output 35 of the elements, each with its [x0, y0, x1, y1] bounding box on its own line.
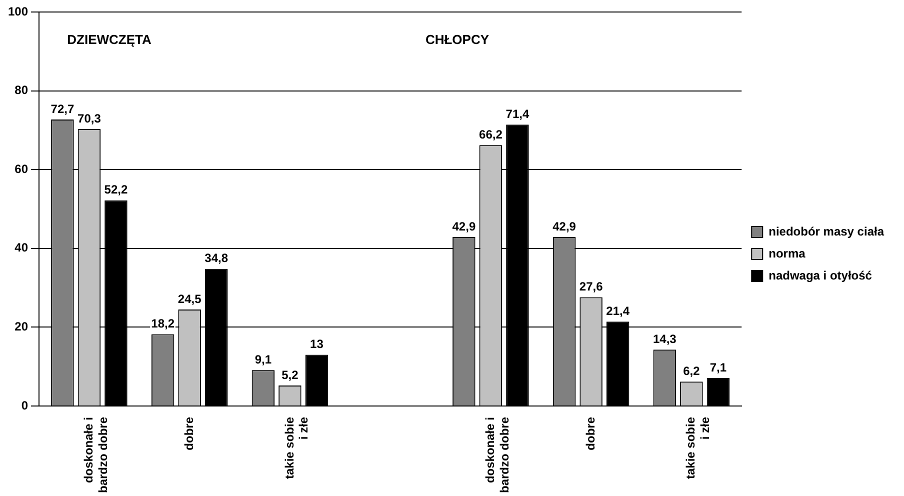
data-label: 6,2	[683, 364, 700, 378]
y-tick-label: 20	[14, 320, 28, 334]
data-label: 34,8	[204, 251, 228, 266]
y-tick-label: 80	[14, 83, 28, 98]
data-label: 66,2	[479, 127, 503, 142]
x-tick-label: takie sobie i złe	[282, 416, 311, 480]
y-tick-label: 40	[14, 240, 28, 255]
legend-label: niedobór masy ciała	[768, 224, 884, 238]
data-label: 9,1	[254, 352, 272, 366]
x-tick-label: dobre	[583, 416, 598, 450]
legend-label: norma	[768, 246, 806, 260]
data-label: 42,9	[552, 219, 576, 234]
y-tick-label: 60	[14, 162, 28, 176]
x-tick-label: doskonałe i bardzo dobre	[483, 416, 512, 494]
x-tick-label: takie sobie i złe	[684, 416, 712, 480]
legend-label: nadwaga i otyłość	[768, 268, 872, 282]
data-label: 52,2	[104, 182, 128, 197]
data-label: 14,3	[652, 332, 677, 346]
data-label: 27,6	[579, 280, 604, 294]
data-label: 7,1	[710, 360, 727, 374]
annotation: DZIEWCZĘTA	[67, 32, 152, 48]
data-label: 18,2	[151, 316, 175, 331]
data-label: 72,7	[50, 102, 74, 116]
y-tick-label: 0	[21, 398, 28, 412]
x-tick-label: doskonałe i bardzo dobre	[82, 416, 110, 494]
x-tick-label: dobre	[182, 416, 196, 450]
data-label: 13	[310, 337, 324, 352]
data-label: 21,4	[606, 304, 630, 318]
data-label: 70,3	[78, 111, 102, 126]
data-label: 24,5	[178, 292, 202, 306]
data-label: 71,4	[506, 106, 530, 121]
data-label: 5,2	[282, 368, 299, 382]
y-tick-label: 100	[8, 4, 28, 18]
data-label: 42,9	[452, 219, 476, 234]
annotation: CHŁOPCY	[425, 32, 490, 48]
